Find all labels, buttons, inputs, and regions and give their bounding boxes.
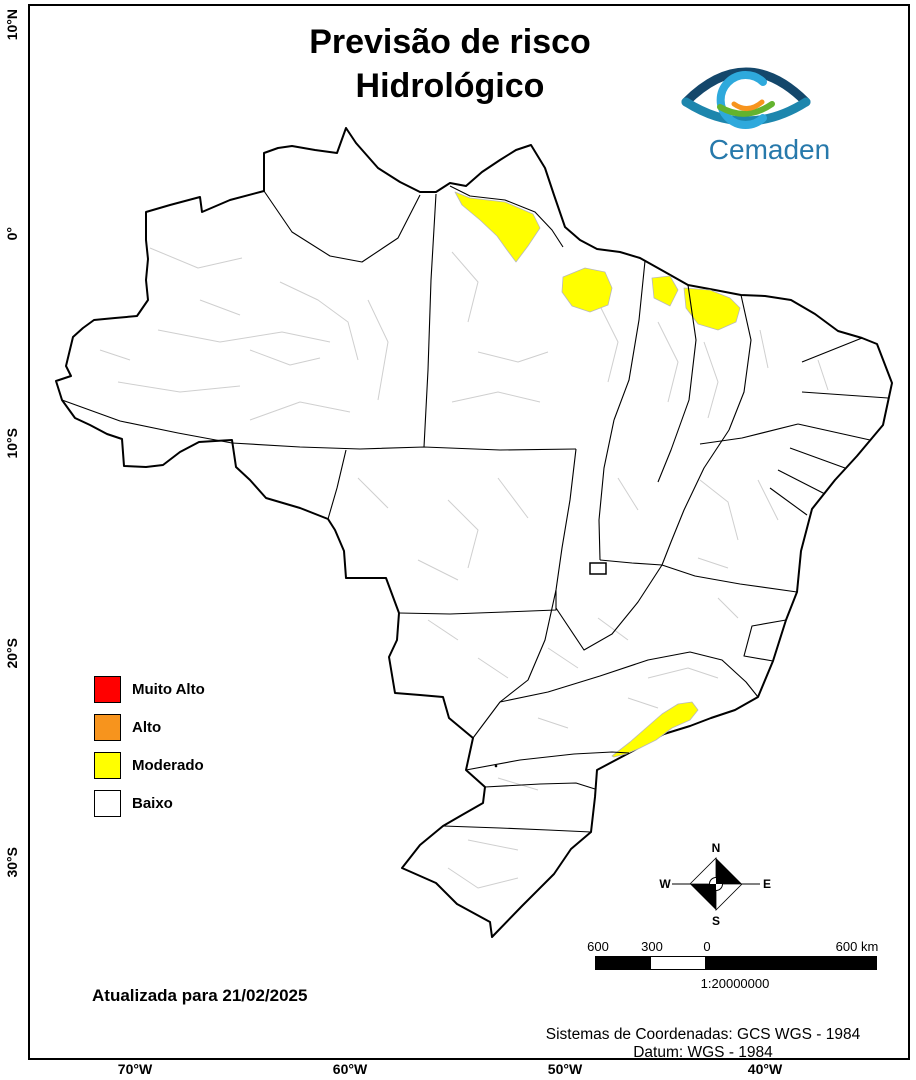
muito-alto-swatch [94,676,121,703]
risk-legend: Muito Alto Alto Moderado Baixo [94,676,205,828]
moderado-swatch [94,752,121,779]
moderado-risk-areas [454,191,741,758]
legend-item-baixo: Baixo [94,790,205,817]
scale-label-600-left: 600 [587,939,609,954]
brazil-outline [55,127,893,938]
moderado-label: Moderado [132,757,204,774]
compass-east-label: E [763,877,771,891]
coordinate-system-note: Sistemas de Coordenadas: GCS WGS - 1984 … [500,1026,906,1063]
updated-date-text: Atualizada para 21/02/2025 [92,986,308,1005]
scale-label-0: 0 [703,939,711,954]
subregion-boundaries [99,247,829,889]
lon-label-60w: 60°W [332,1061,368,1077]
scale-label-300: 300 [641,939,663,954]
lon-label-40w: 40°W [747,1061,783,1077]
distrito-federal-square [589,562,607,575]
datum-line: Datum: WGS - 1984 [633,1044,773,1062]
alto-swatch [94,714,121,741]
baixo-swatch [94,790,121,817]
scale-bar-segment-black-2 [705,957,876,969]
legend-item-muito-alto: Muito Alto [94,676,205,703]
risk-area-north-2 [561,267,613,313]
coordinate-system-line: Sistemas de Coordenadas: GCS WGS - 1984 [545,1026,861,1043]
compass-west-label: W [659,877,671,891]
baixo-label: Baixo [132,795,173,812]
compass-rose-icon: N S W E [659,841,771,928]
map-frame [28,4,910,1060]
risk-area-northeast-1 [651,275,679,307]
legend-item-moderado: Moderado [94,752,205,779]
scale-bar-segment-black-1 [596,957,651,969]
scale-bar-segment-white [651,957,705,969]
scale-bar [595,956,877,970]
compass-south-label: S [712,914,720,928]
risk-area-north-1 [454,191,541,263]
risk-area-northeast-2 [683,287,741,331]
page-title: Previsão de risco Hidrológico [150,20,750,108]
muito-alto-label: Muito Alto [132,681,205,698]
title-line-2: Hidrológico [355,67,545,106]
compass-north-label: N [712,841,721,855]
scale-ratio: 1:20000000 [700,976,770,991]
scale-label-600km: 600 km [835,939,879,954]
lon-label-70w: 70°W [117,1061,153,1077]
alto-label: Alto [132,719,162,736]
legend-item-alto: Alto [94,714,205,741]
title-line-1: Previsão de risco [309,23,591,61]
state-boundaries [61,185,889,833]
cemaden-logo-text: Cemaden [708,134,831,165]
map-point-marker [494,764,498,768]
lon-label-50w: 50°W [547,1061,583,1077]
cemaden-eye-icon [681,67,811,129]
